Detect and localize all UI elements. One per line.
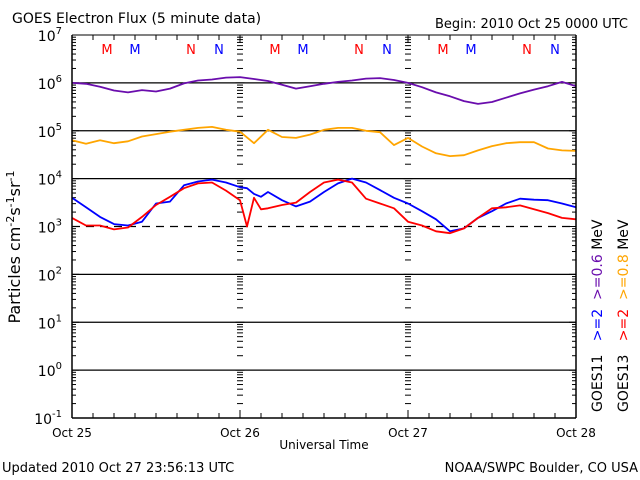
marker-m: M: [297, 43, 308, 58]
series-line-goes13-2-mev: [71, 178, 577, 235]
data-series: [71, 76, 577, 235]
y-tick-exponent: -1: [52, 409, 62, 420]
y-tick-exponent: 7: [56, 26, 62, 37]
y-tick-label: 10-1: [34, 409, 62, 428]
x-tick-label: Oct 27: [388, 426, 428, 440]
x-tick-label: Oct 28: [556, 426, 596, 440]
y-tick-exponent: 6: [56, 74, 62, 85]
legend-high-energy: >=2: [616, 309, 632, 355]
marker-n: N: [214, 43, 224, 58]
y-tick-exponent: 2: [56, 265, 62, 276]
y-axis-title-sr: sr: [5, 181, 24, 196]
chart-title: GOES Electron Flux (5 minute data): [12, 11, 261, 27]
y-axis-title-exp3: -1: [4, 170, 17, 181]
y-tick-exponent: 1: [56, 313, 62, 324]
marker-m: M: [465, 43, 476, 58]
marker-n: N: [522, 43, 532, 58]
y-tick-base: 10: [38, 29, 56, 45]
y-tick-exponent: 4: [56, 170, 62, 181]
y-tick-exponent: 0: [56, 361, 62, 372]
legend-entry-goes11: GOES11 >=2 >=0.6 MeV: [590, 219, 606, 412]
y-tick-base: 10: [38, 173, 56, 189]
legend-entry-goes13: GOES13 >=2 >=0.8 MeV: [616, 219, 632, 412]
marker-n: N: [186, 43, 196, 58]
marker-m: M: [269, 43, 280, 58]
y-tick-exponent: 3: [56, 218, 62, 229]
marker-n: N: [550, 43, 560, 58]
legend-satellite: GOES11: [590, 355, 606, 412]
y-tick-base: 10: [38, 77, 56, 93]
y-tick-base: 10: [38, 364, 56, 380]
x-axis-title: Universal Time: [279, 438, 368, 452]
y-axis-title-exp2: -1: [4, 196, 17, 207]
y-axis-title-base: Particles cm: [5, 227, 24, 324]
axes: [71, 34, 577, 419]
y-tick-label: 102: [38, 265, 62, 284]
y-tick-base: 10: [38, 125, 56, 141]
x-tick-labels: Oct 25 Oct 26 Oct 27 Oct 28: [52, 426, 596, 440]
y-tick-base: 10: [34, 412, 52, 428]
series-line-goes11-2-mev: [71, 177, 577, 233]
y-tick-label: 101: [38, 313, 62, 332]
y-tick-label: 103: [38, 218, 62, 237]
series-line-goes11-0-6-mev: [71, 76, 577, 105]
y-tick-label: 104: [38, 170, 62, 189]
y-tick-label: 100: [38, 361, 62, 380]
marker-n: N: [354, 43, 364, 58]
legend-high-energy: >=2: [590, 309, 606, 355]
y-tick-label: 105: [38, 122, 62, 141]
marker-n: N: [382, 43, 392, 58]
x-tick-label: Oct 25: [52, 426, 92, 440]
marker-m: M: [101, 43, 112, 58]
y-tick-label: 106: [38, 74, 62, 93]
x-tick-label: Oct 26: [220, 426, 260, 440]
y-axis-title-exp1: -2: [4, 216, 17, 227]
begin-label: Begin: 2010 Oct 25 0000 UTC: [435, 17, 628, 32]
legend-unit: MeV: [590, 219, 606, 254]
y-tick-exponent: 5: [56, 122, 62, 133]
legend-satellite: GOES13: [616, 355, 632, 412]
legend-low-energy: >=0.8: [616, 254, 632, 309]
y-tick-label: 107: [38, 26, 62, 45]
y-tick-base: 10: [38, 316, 56, 332]
grid-lines: [72, 82, 576, 371]
y-tick-base: 10: [38, 268, 56, 284]
y-axis-title: Particles cm-2s-1sr-1: [4, 170, 24, 323]
marker-m: M: [437, 43, 448, 58]
series-line-goes13-0-8-mev: [71, 126, 577, 158]
y-tick-base: 10: [38, 221, 56, 237]
footer-updated: Updated 2010 Oct 27 23:56:13 UTC: [2, 461, 234, 476]
y-axis-title-s: s: [5, 207, 24, 215]
footer-credit: NOAA/SWPC Boulder, CO USA: [445, 461, 638, 476]
marker-m: M: [129, 43, 140, 58]
legend-low-energy: >=0.6: [590, 254, 606, 309]
legend-unit: MeV: [616, 219, 632, 254]
